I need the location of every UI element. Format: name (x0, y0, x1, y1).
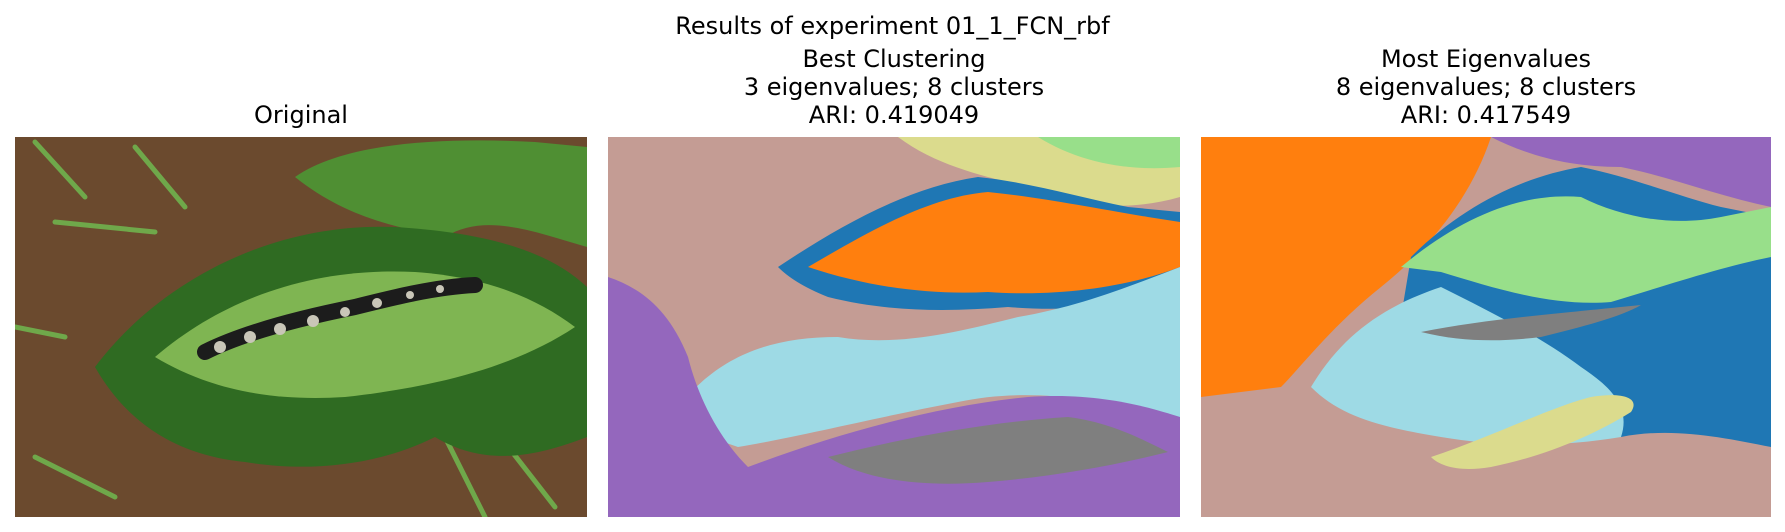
original-title-line: Original (254, 101, 348, 129)
grass-blade (442, 434, 488, 517)
figure-title: Results of experiment 01_1_FCN_rbf (675, 12, 1110, 40)
most-title-line-1: Most Eigenvalues (1380, 45, 1592, 73)
salamander-spots (214, 285, 444, 353)
grass-blade (32, 454, 118, 500)
best-title-line-1: Best Clustering (802, 45, 986, 73)
salamander-spot (340, 307, 350, 317)
cluster-region-purple (1491, 137, 1771, 207)
most-eigenvalues-image (1201, 137, 1771, 517)
original-panel-title: Original (15, 101, 587, 129)
cluster-region-light-green (1401, 196, 1771, 303)
original-image (15, 137, 587, 517)
most-title-line-3: ARI: 0.417549 (1400, 101, 1572, 129)
grass-blades (15, 139, 558, 517)
salamander-spot (214, 341, 226, 353)
cluster-region-gray (1421, 305, 1641, 341)
cluster-region-olive (1431, 395, 1634, 469)
cluster-region-light-blue (1311, 287, 1624, 445)
best-title-line-3: ARI: 0.419049 (808, 101, 980, 129)
upper-leaf (295, 140, 587, 247)
cluster-region-green (1038, 137, 1180, 169)
cluster-region-purple-left (608, 277, 748, 517)
most-eigenvalues-panel-title: Most Eigenvalues 8 eigenvalues; 8 cluste… (1201, 45, 1771, 129)
cluster-region-gray (828, 417, 1168, 484)
cluster-region-orange (1201, 137, 1491, 397)
best-title-line-2: 3 eigenvalues; 8 clusters (743, 73, 1045, 101)
best-clustering-panel-title: Best Clustering 3 eigenvalues; 8 cluster… (608, 45, 1180, 129)
best-clustering-image (608, 137, 1180, 517)
grass-blade (32, 139, 88, 200)
salamander-spot (274, 323, 286, 335)
salamander-spot (436, 285, 444, 293)
salamander-spot (244, 331, 256, 343)
salamander-spot (372, 298, 382, 308)
grass-blade (52, 219, 158, 235)
most-title-line-2: 8 eigenvalues; 8 clusters (1335, 73, 1637, 101)
original-photo-drawing (15, 137, 587, 517)
salamander-spot (307, 315, 319, 327)
cluster-region-orange (808, 192, 1180, 294)
most-eigenvalues-segmentation (1201, 137, 1771, 517)
grass-blade (132, 144, 188, 210)
cluster-region-light-blue (678, 267, 1180, 447)
leaf-highlight (155, 271, 575, 398)
grass-blade (15, 324, 68, 340)
salamander-spot (406, 291, 414, 299)
best-clustering-segmentation (608, 137, 1180, 517)
